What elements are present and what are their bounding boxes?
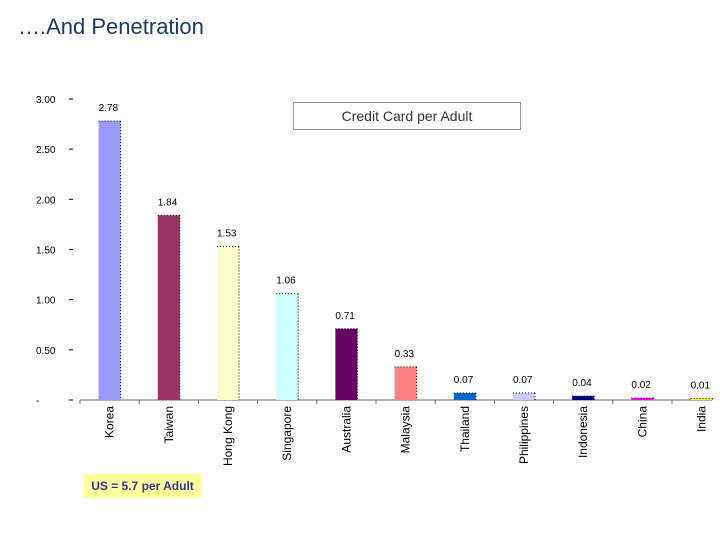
x-tick-label: China <box>635 406 649 438</box>
data-label: 1.06 <box>276 276 296 287</box>
data-label: 0.01 <box>691 381 711 392</box>
x-tick-label: Indonesia <box>576 406 590 458</box>
data-label: 1.53 <box>217 228 237 239</box>
bar <box>335 328 358 400</box>
us-note: US = 5.7 per Adult <box>84 474 201 498</box>
data-label: 1.84 <box>158 197 178 208</box>
chart-title: Credit Card per Adult <box>293 102 521 130</box>
x-tick-label: Hong Kong <box>221 406 235 466</box>
y-tick-label: 2.00 <box>36 195 56 206</box>
bar <box>631 397 654 400</box>
bar <box>157 215 180 400</box>
data-label: 0.04 <box>572 378 592 389</box>
data-label: 0.07 <box>513 375 533 386</box>
bar <box>513 392 535 400</box>
slide-title: ….And Penetration <box>18 14 204 39</box>
bar <box>98 121 121 400</box>
data-label: 0.02 <box>631 380 651 391</box>
bar <box>217 246 239 400</box>
y-tick-label: 1.50 <box>36 246 56 257</box>
data-label: 0.71 <box>335 311 355 322</box>
y-tick-label: 3.00 <box>36 95 56 106</box>
x-tick-label: Australia <box>339 406 353 453</box>
y-tick-label: 2.50 <box>36 145 56 156</box>
x-tick-label: Korea <box>103 406 117 438</box>
data-label: 0.07 <box>454 375 474 386</box>
data-label: 2.78 <box>99 103 119 114</box>
x-tick-label: Philippines <box>517 406 531 464</box>
bar <box>394 366 417 400</box>
y-tick-label: - <box>36 396 39 407</box>
y-tick-label: 1.00 <box>36 296 56 307</box>
bar <box>690 398 713 400</box>
x-tick-label: India <box>695 406 709 432</box>
x-tick-label: Malaysia <box>399 406 413 454</box>
x-tick-label: Taiwan <box>162 406 176 443</box>
bar <box>276 293 299 400</box>
x-tick-label: Singapore <box>280 406 294 461</box>
bar <box>453 392 476 400</box>
y-tick-label: 0.50 <box>36 346 56 357</box>
data-label: 0.33 <box>395 349 415 360</box>
bar <box>572 395 595 400</box>
x-tick-label: Thailand <box>458 406 472 452</box>
